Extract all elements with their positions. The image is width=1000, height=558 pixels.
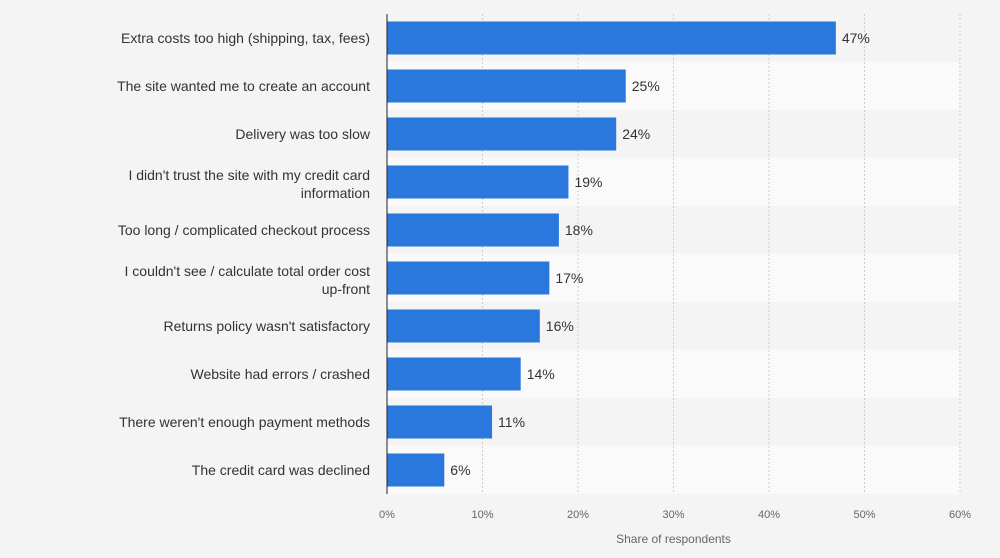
x-axis-title: Share of respondents bbox=[616, 532, 731, 546]
bar bbox=[387, 405, 493, 439]
category-label: Website had errors / crashed bbox=[191, 366, 371, 382]
bar bbox=[387, 357, 521, 391]
x-tick-label: 50% bbox=[853, 509, 875, 521]
category-label: Too long / complicated checkout process bbox=[118, 222, 370, 238]
bar bbox=[387, 21, 836, 55]
value-label: 11% bbox=[498, 414, 525, 430]
bar bbox=[387, 309, 540, 343]
bar bbox=[387, 69, 626, 103]
x-tick-labels: 0% 10% 20% 30% 40% 50% 60% bbox=[379, 509, 971, 521]
x-tick-label: 0% bbox=[379, 509, 395, 521]
value-label: 6% bbox=[450, 462, 470, 478]
bar bbox=[387, 165, 569, 199]
bar bbox=[387, 213, 559, 247]
x-tick-label: 40% bbox=[758, 509, 780, 521]
value-labels: 47% 25% 24% 19% 18% 17% 16% 14% 11% 6% bbox=[450, 30, 870, 478]
category-label: The site wanted me to create an account bbox=[117, 78, 370, 94]
bar bbox=[387, 117, 617, 151]
value-label: 47% bbox=[842, 30, 870, 46]
x-tick-label: 10% bbox=[471, 509, 493, 521]
category-label: Extra costs too high (shipping, tax, fee… bbox=[121, 30, 370, 46]
value-label: 19% bbox=[574, 174, 602, 190]
category-label: I couldn't see / calculate total order c… bbox=[125, 263, 371, 297]
category-label: There weren't enough payment methods bbox=[119, 414, 370, 430]
value-label: 14% bbox=[527, 366, 555, 382]
bars bbox=[387, 21, 836, 487]
x-tick-label: 30% bbox=[662, 509, 684, 521]
category-label: I didn't trust the site with my credit c… bbox=[128, 167, 370, 201]
category-label: Delivery was too slow bbox=[235, 126, 370, 142]
value-label: 17% bbox=[555, 270, 583, 286]
category-labels: Extra costs too high (shipping, tax, fee… bbox=[117, 30, 371, 478]
value-label: 18% bbox=[565, 222, 593, 238]
value-label: 16% bbox=[546, 318, 574, 334]
value-label: 24% bbox=[622, 126, 650, 142]
bar bbox=[387, 453, 445, 487]
value-label: 25% bbox=[632, 78, 660, 94]
x-tick-label: 60% bbox=[949, 509, 971, 521]
category-label: Returns policy wasn't satisfactory bbox=[163, 318, 370, 334]
bar bbox=[387, 261, 550, 295]
category-label: The credit card was declined bbox=[192, 462, 370, 478]
x-tick-label: 20% bbox=[567, 509, 589, 521]
